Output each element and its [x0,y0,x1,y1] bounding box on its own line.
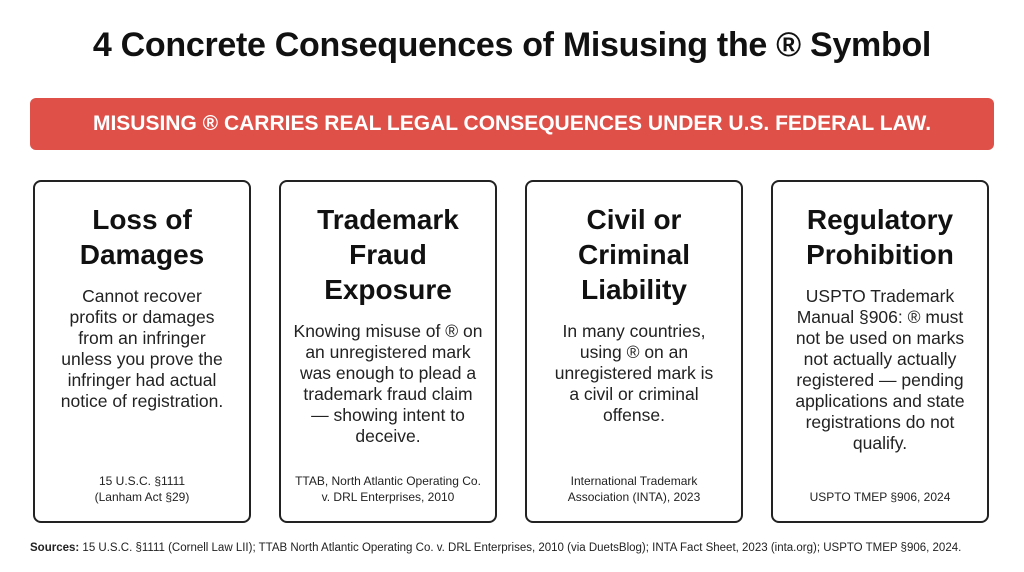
card-title: Trademark Fraud Exposure [317,204,459,305]
card-body: USPTO Trademark Manual §906: ® must not … [795,286,965,453]
sources-label: Sources: [30,542,80,554]
card-title: Loss of Damages [79,204,205,270]
sources-text: 15 U.S.C. §1111 (Cornell Law LII); TTAB … [82,542,962,554]
card-title: Regulatory Prohibition [806,204,954,270]
page-title: 4 Concrete Consequences of Misusing the … [92,26,932,64]
card: Loss of Damages Cannot recover profits o… [33,180,251,523]
card-body: Cannot recover profits or damages from a… [60,286,224,411]
sources: Sources: 15 U.S.C. §1111 (Cornell Law LI… [30,542,961,554]
card-title: Civil or Criminal Liability [577,204,691,305]
card-citation: 15 U.S.C. §1111 (Lanham Act §29) [94,474,190,504]
card: Civil or Criminal Liability In many coun… [525,180,743,523]
card-citation: International Trademark Association (INT… [567,474,701,504]
card-body: In many countries, using ® on an unregis… [554,321,714,425]
card-body: Knowing misuse of ® on an unregistered m… [293,321,483,446]
card: Trademark Fraud Exposure Knowing misuse … [279,180,497,523]
card-citation: TTAB, North Atlantic Operating Co. v. DR… [295,474,481,504]
card-citation: USPTO TMEP §906, 2024 [809,490,951,504]
banner: MISUSING ® CARRIES REAL LEGAL CONSEQUENC… [30,98,994,150]
card: Regulatory Prohibition USPTO Trademark M… [771,180,989,523]
